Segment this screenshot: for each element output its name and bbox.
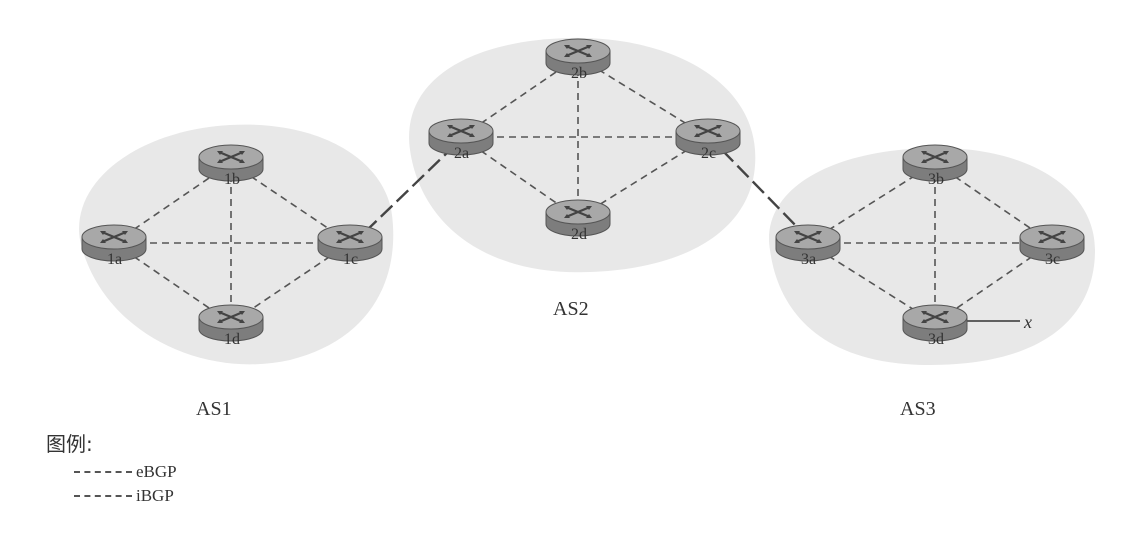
ebgp-dash-sample xyxy=(74,471,132,473)
router-3c-label: 3c xyxy=(1045,251,1060,268)
router-3b-label: 3b xyxy=(928,171,944,188)
router-3a-label: 3a xyxy=(801,251,816,268)
router-2c[interactable]: 2c xyxy=(674,117,742,162)
router-1b[interactable]: 1b xyxy=(197,143,265,188)
as3-label: AS3 xyxy=(900,398,936,420)
legend-ibgp-label: iBGP xyxy=(136,486,174,505)
router-3b[interactable]: 3b xyxy=(901,143,969,188)
legend-ebgp-label: eBGP xyxy=(136,462,177,481)
ebgp-link-2c-3a xyxy=(721,149,801,231)
router-2a[interactable]: 2a xyxy=(427,117,495,162)
ebgp-links xyxy=(364,149,801,233)
router-3d[interactable]: 3d xyxy=(901,303,969,348)
router-2b[interactable]: 2b xyxy=(544,37,612,82)
router-2c-label: 2c xyxy=(701,145,716,162)
as2-label: AS2 xyxy=(553,298,589,320)
router-2d[interactable]: 2d xyxy=(544,198,612,243)
router-3d-label: 3d xyxy=(928,331,944,348)
router-1c[interactable]: 1c xyxy=(316,223,384,268)
router-1d[interactable]: 1d xyxy=(197,303,265,348)
as1-ibgp-links xyxy=(113,162,351,324)
router-1d-label: 1d xyxy=(224,331,240,348)
as2-cloud xyxy=(409,37,756,273)
as1-cloud xyxy=(79,124,394,365)
router-2a-label: 2a xyxy=(454,145,469,162)
router-1b-label: 1b xyxy=(224,171,240,188)
legend-ibgp: iBGP xyxy=(74,486,174,506)
ebgp-link-1c-2a xyxy=(364,149,451,233)
router-3a[interactable]: 3a xyxy=(774,223,842,268)
router-1a[interactable]: 1a xyxy=(80,223,148,268)
legend-title: 图例: xyxy=(46,432,93,456)
legend-ebgp: eBGP xyxy=(74,462,177,482)
destination-x-label: x xyxy=(1023,312,1032,332)
router-1c-label: 1c xyxy=(343,251,358,268)
router-2d-label: 2d xyxy=(571,226,587,243)
as3-cloud xyxy=(769,147,1095,365)
as1-label: AS1 xyxy=(196,398,232,420)
router-1a-label: 1a xyxy=(107,251,122,268)
router-2b-label: 2b xyxy=(571,65,587,82)
router-3c[interactable]: 3c xyxy=(1018,223,1086,268)
ibgp-dash-sample xyxy=(74,495,132,497)
